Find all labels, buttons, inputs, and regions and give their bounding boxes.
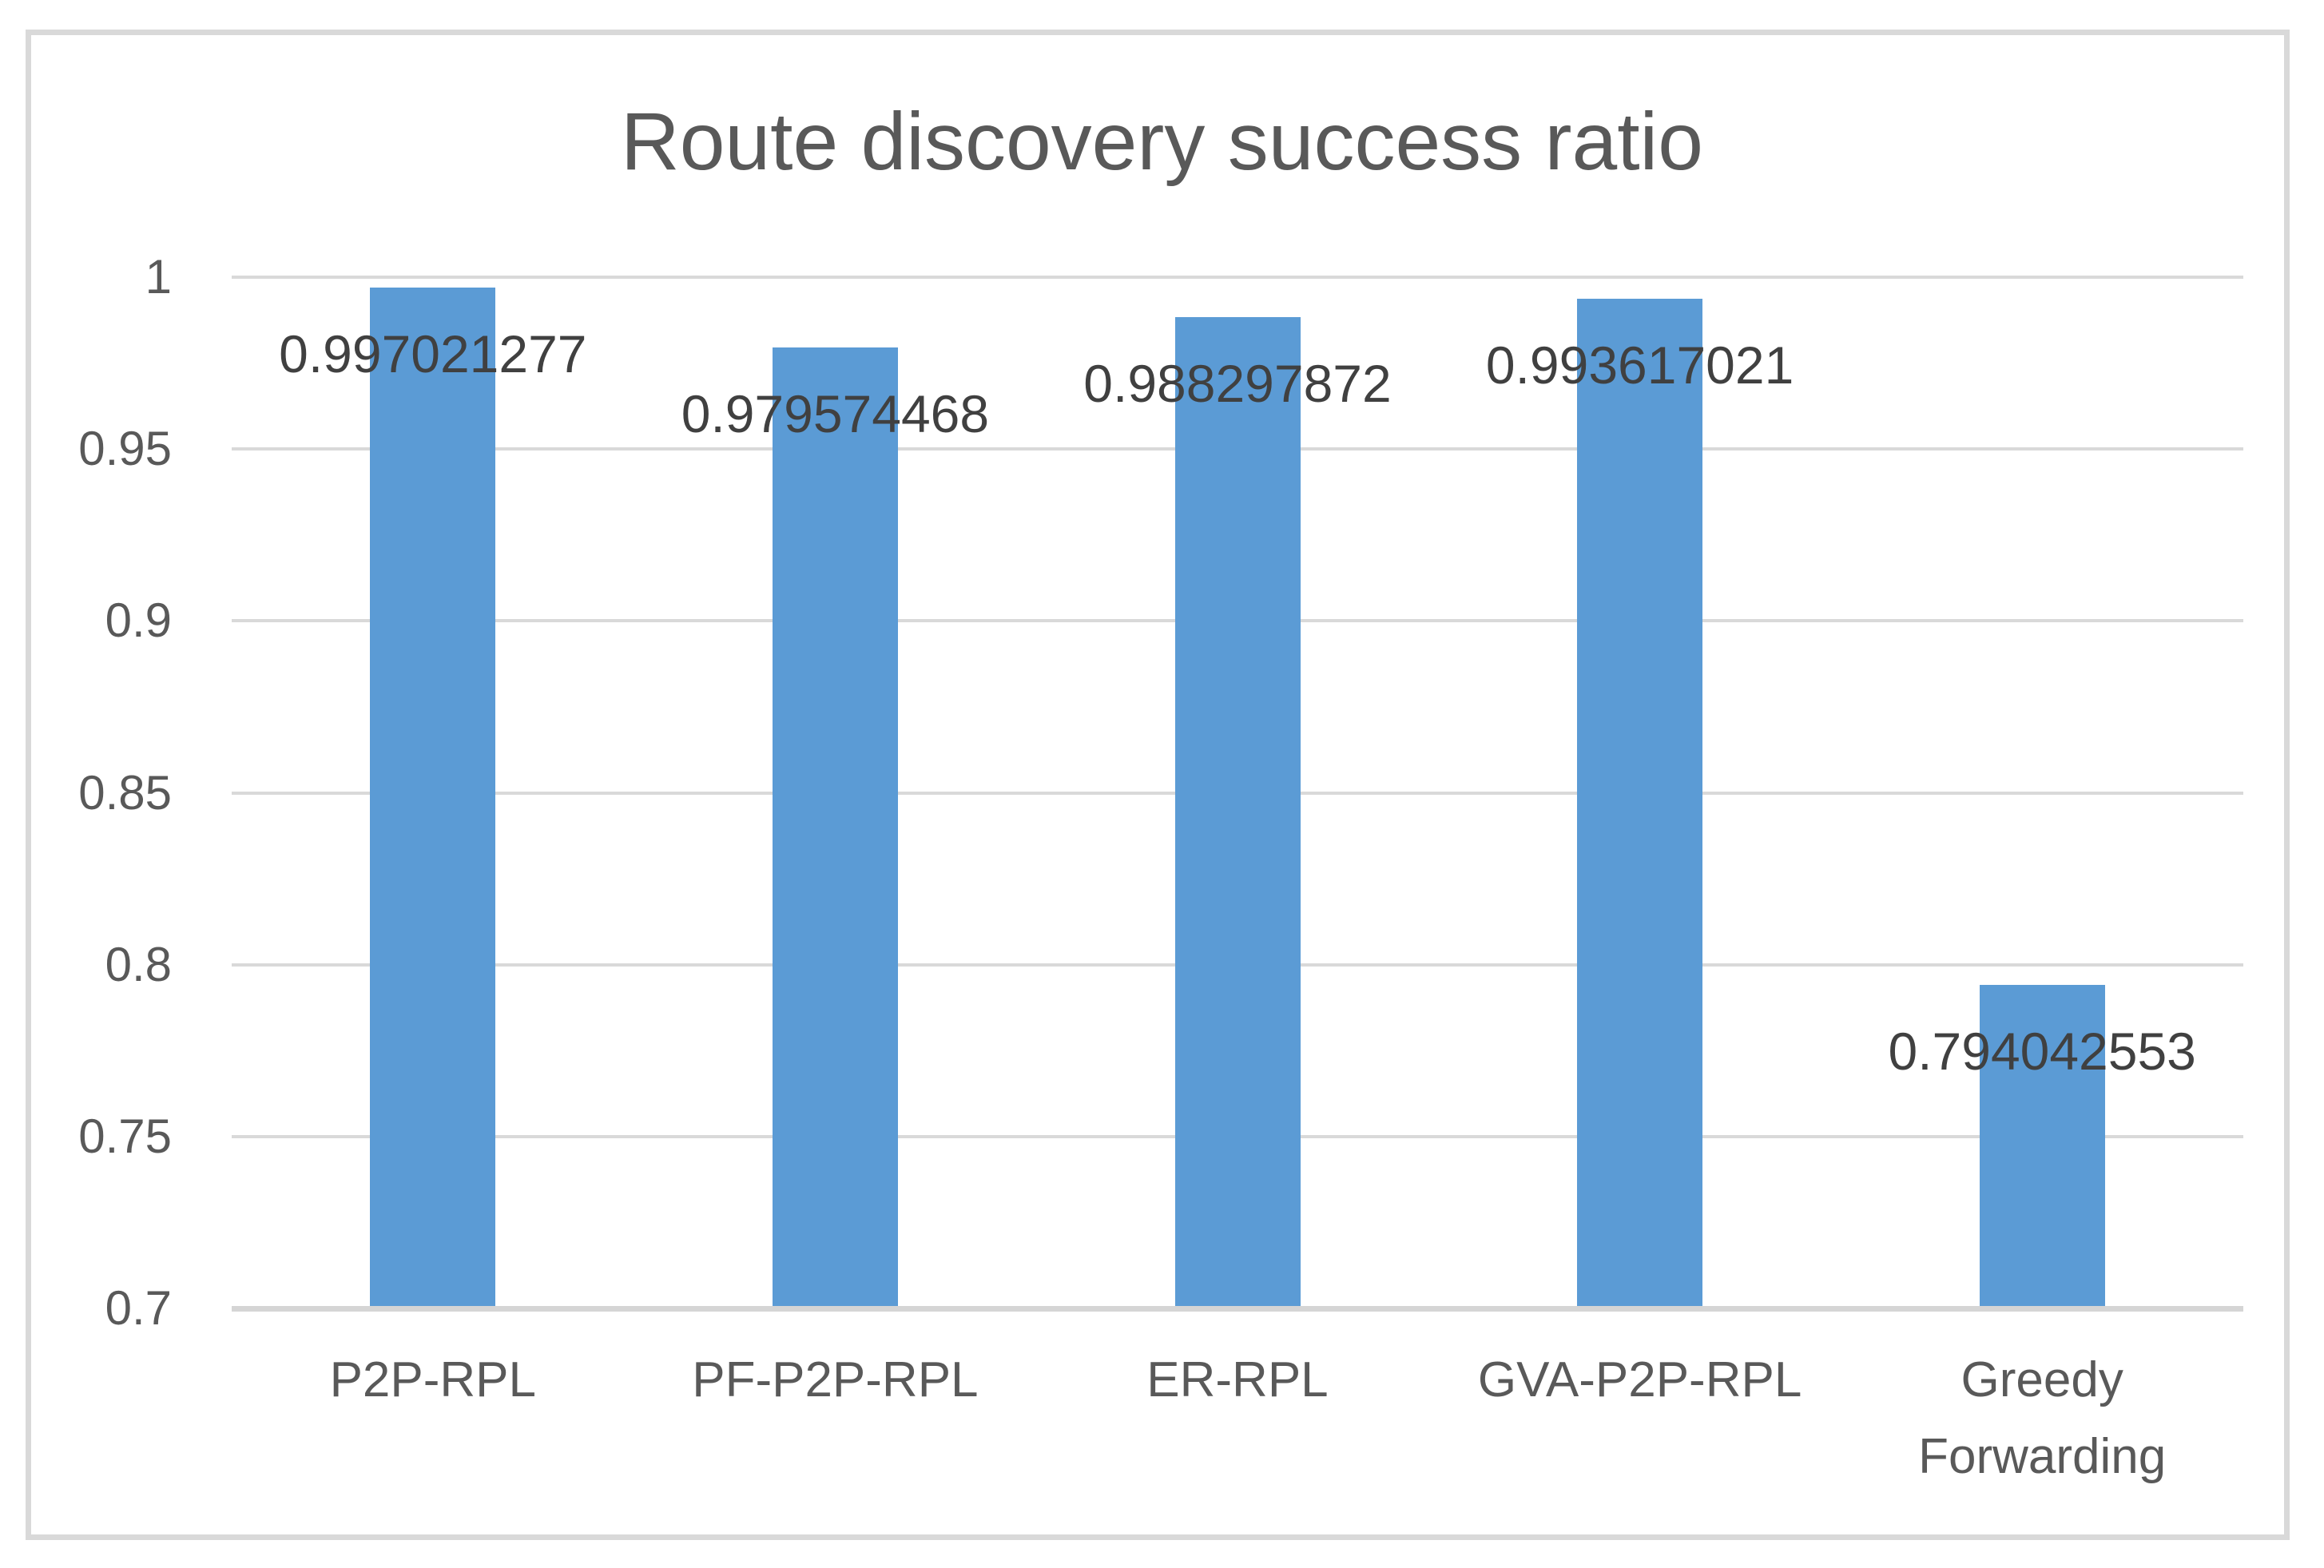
bar-value-label: 0.993617021 bbox=[1485, 335, 1794, 395]
bar bbox=[772, 347, 898, 1308]
bar bbox=[1577, 299, 1703, 1308]
bar bbox=[1174, 317, 1301, 1308]
category-label: ER-RPL bbox=[1146, 1352, 1329, 1407]
bar bbox=[1979, 985, 2105, 1308]
chart-title: Route discovery success ratio bbox=[621, 96, 1703, 187]
x-axis-line bbox=[232, 1306, 2243, 1312]
y-tick-label: 0.85 bbox=[78, 765, 172, 820]
y-tick-label: 0.8 bbox=[105, 937, 172, 991]
bar-value-label: 0.979574468 bbox=[681, 383, 990, 443]
bar bbox=[370, 287, 496, 1308]
y-tick-label: 0.9 bbox=[105, 593, 172, 648]
y-tick-label: 1 bbox=[145, 250, 172, 304]
y-tick-label: 0.95 bbox=[78, 422, 172, 476]
category-label: GVA-P2P-RPL bbox=[1477, 1352, 1802, 1407]
category-label: Greedy Forwarding bbox=[1918, 1352, 2167, 1484]
y-tick-label: 0.7 bbox=[105, 1281, 172, 1335]
y-tick-label: 0.75 bbox=[78, 1109, 172, 1163]
bar-value-label: 0.997021277 bbox=[279, 324, 587, 383]
gridline bbox=[232, 276, 2243, 279]
category-label: PF-P2P-RPL bbox=[692, 1352, 979, 1407]
bar-value-label: 0.794042553 bbox=[1888, 1022, 2196, 1082]
category-label: P2P-RPL bbox=[329, 1352, 537, 1407]
plot-area: 0.997021277 0.979574468 0.988297872 0.99361… bbox=[232, 276, 2243, 1312]
bar-value-label: 0.988297872 bbox=[1083, 354, 1392, 414]
